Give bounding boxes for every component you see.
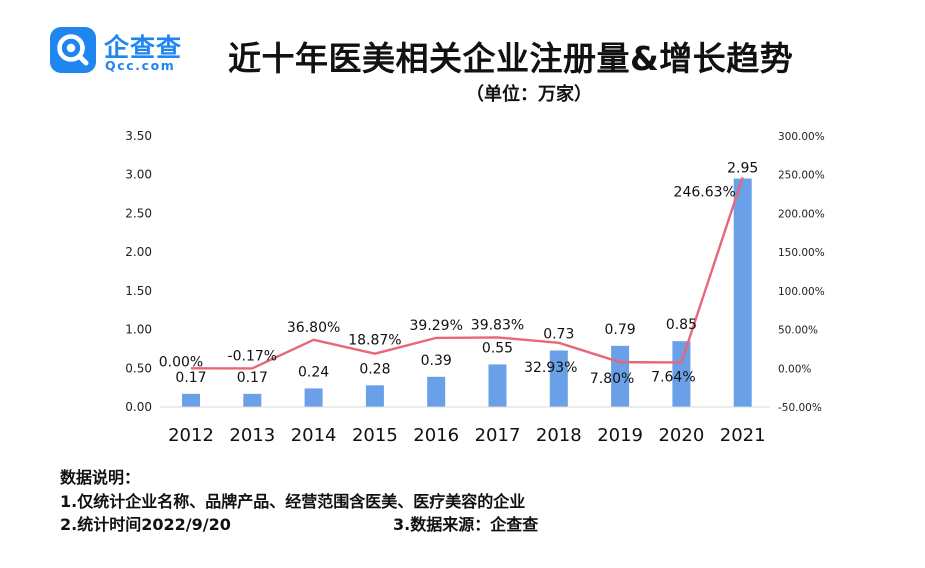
bar bbox=[243, 393, 262, 407]
x-axis-tick: 2018 bbox=[536, 425, 582, 446]
combo-chart: 0.00 0.50 1.00 1.50 2.00 2.50 3.00 3.50 -50.00%… bbox=[125, 129, 825, 446]
line-data-labels: 0.00% -0.17% 36.80% 18.87% 39.29% 39.83% 32.93… bbox=[159, 184, 736, 387]
notes-line-2-row: 2.统计时间2022/9/20 3.数据来源：企查查 bbox=[60, 513, 538, 537]
left-axis-tick: 3.00 bbox=[125, 168, 152, 182]
line-data-label: 18.87% bbox=[348, 333, 401, 349]
notes-line-2: 2.统计时间2022/9/20 bbox=[60, 515, 231, 534]
bar bbox=[427, 376, 446, 407]
left-axis-tick: 1.00 bbox=[125, 323, 152, 337]
growth-line bbox=[190, 176, 744, 370]
right-axis-tick: 150.00% bbox=[778, 247, 825, 259]
left-axis-tick: 3.50 bbox=[125, 129, 152, 143]
bar-data-label: 0.39 bbox=[421, 353, 452, 369]
bar bbox=[182, 393, 200, 407]
bar-data-label: 0.24 bbox=[298, 364, 329, 380]
line-data-label: 39.83% bbox=[471, 317, 524, 333]
notes-heading: 数据说明： bbox=[60, 468, 141, 487]
right-axis-tick: 200.00% bbox=[778, 208, 825, 220]
line-data-label: 36.80% bbox=[287, 320, 340, 336]
x-axis-tick: 2020 bbox=[658, 425, 704, 446]
line-series bbox=[190, 176, 744, 370]
bar bbox=[304, 388, 323, 407]
x-axis-ticks: 2012 2013 2014 2015 2016 2017 2018 2019 2020 2021 bbox=[168, 425, 766, 446]
left-axis-tick: 0.00 bbox=[125, 400, 152, 414]
x-axis-tick: 2017 bbox=[475, 425, 521, 446]
chart-title: 近十年医美相关企业注册量&增长趋势 bbox=[228, 39, 794, 78]
brand-name: 企查查 bbox=[104, 33, 183, 62]
bar-data-label: 0.17 bbox=[237, 370, 268, 386]
notes-line-1: 1.仅统计企业名称、品牌产品、经营范围含医美、医疗美容的企业 bbox=[60, 491, 526, 511]
bar-data-label: 0.55 bbox=[482, 340, 513, 356]
x-axis-tick: 2021 bbox=[720, 425, 766, 446]
data-notes: 数据说明： 1.仅统计企业名称、品牌产品、经营范围含医美、医疗美容的企业 2.统… bbox=[60, 466, 538, 537]
line-data-label: 7.64% bbox=[651, 369, 695, 385]
bar bbox=[488, 364, 507, 407]
x-axis-tick: 2013 bbox=[229, 425, 275, 446]
line-data-label: 7.80% bbox=[590, 371, 634, 387]
x-axis-tick: 2019 bbox=[597, 425, 643, 446]
brand-domain: Qcc.com bbox=[105, 58, 176, 73]
line-data-label: 32.93% bbox=[524, 360, 577, 376]
right-axis-tick: -50.00% bbox=[778, 402, 822, 414]
bar-data-label: 0.79 bbox=[605, 322, 636, 338]
qcc-logo: 企查查 Qcc.com bbox=[50, 27, 210, 75]
x-axis-tick: 2016 bbox=[413, 425, 459, 446]
line-data-label: 0.00% bbox=[159, 354, 203, 370]
line-data-label: -0.17% bbox=[228, 348, 278, 364]
right-axis-tick: 250.00% bbox=[778, 170, 825, 182]
right-axis-tick: 0.00% bbox=[778, 363, 811, 375]
bar bbox=[549, 350, 568, 407]
right-axis-tick: 300.00% bbox=[778, 131, 825, 143]
bar bbox=[672, 341, 691, 407]
x-axis-tick: 2014 bbox=[291, 425, 337, 446]
bar bbox=[365, 385, 384, 407]
qcc-logo-icon bbox=[50, 27, 96, 73]
left-axis-tick: 2.00 bbox=[125, 245, 152, 259]
right-axis-tick: 100.00% bbox=[778, 286, 825, 298]
chart-subtitle: （单位：万家） bbox=[466, 84, 592, 105]
bar-data-label: 2.95 bbox=[727, 161, 758, 177]
line-data-label: 246.63% bbox=[674, 184, 736, 200]
bar-data-label: 0.85 bbox=[666, 317, 697, 333]
left-axis-ticks: 0.00 0.50 1.00 1.50 2.00 2.50 3.00 3.50 bbox=[125, 129, 152, 414]
bar-data-labels: 0.17 0.17 0.24 0.28 0.39 0.55 0.73 0.79 0.85 2.95 bbox=[175, 161, 758, 386]
x-axis-tick: 2012 bbox=[168, 425, 214, 446]
bar-data-label: 0.28 bbox=[359, 361, 390, 377]
left-axis-tick: 2.50 bbox=[125, 206, 152, 220]
left-axis-tick: 1.50 bbox=[125, 284, 152, 298]
left-axis-tick: 0.50 bbox=[125, 361, 152, 375]
x-axis-tick: 2015 bbox=[352, 425, 398, 446]
bar bbox=[733, 178, 752, 407]
right-axis-ticks: -50.00% 0.00% 50.00% 100.00% 150.00% 200.00% 2… bbox=[778, 131, 825, 414]
bar-data-label: 0.73 bbox=[543, 326, 574, 342]
bar-data-label: 0.17 bbox=[175, 370, 206, 386]
line-data-label: 39.29% bbox=[410, 318, 463, 334]
right-axis-tick: 50.00% bbox=[778, 325, 818, 337]
notes-line-3: 3.数据来源：企查查 bbox=[393, 515, 539, 534]
